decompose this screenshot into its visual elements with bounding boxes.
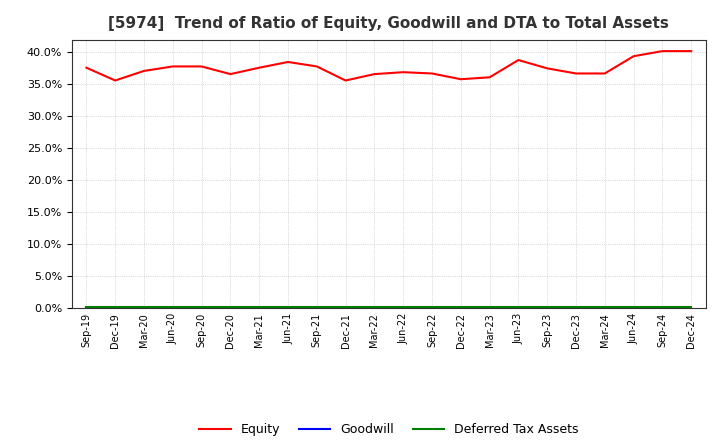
Deferred Tax Assets (687, 304, 696, 309)
Goodwill (197, 305, 206, 311)
Deferred Tax Assets (111, 304, 120, 309)
Equity (140, 68, 148, 73)
Equity (629, 54, 638, 59)
Legend: Equity, Goodwill, Deferred Tax Assets: Equity, Goodwill, Deferred Tax Assets (194, 418, 583, 440)
Deferred Tax Assets (284, 304, 292, 309)
Equity (197, 64, 206, 69)
Goodwill (226, 305, 235, 311)
Equity (341, 78, 350, 83)
Deferred Tax Assets (341, 304, 350, 309)
Deferred Tax Assets (629, 304, 638, 309)
Goodwill (687, 305, 696, 311)
Equity (255, 65, 264, 70)
Goodwill (629, 305, 638, 311)
Deferred Tax Assets (514, 304, 523, 309)
Equity (572, 71, 580, 76)
Equity (370, 71, 379, 77)
Equity (226, 71, 235, 77)
Goodwill (572, 305, 580, 311)
Deferred Tax Assets (399, 304, 408, 309)
Goodwill (284, 305, 292, 311)
Deferred Tax Assets (226, 304, 235, 309)
Goodwill (514, 305, 523, 311)
Deferred Tax Assets (140, 304, 148, 309)
Deferred Tax Assets (82, 304, 91, 309)
Goodwill (82, 305, 91, 311)
Goodwill (658, 305, 667, 311)
Goodwill (543, 305, 552, 311)
Goodwill (485, 305, 494, 311)
Deferred Tax Assets (168, 304, 177, 309)
Goodwill (399, 305, 408, 311)
Deferred Tax Assets (428, 304, 436, 309)
Deferred Tax Assets (600, 304, 609, 309)
Equity (284, 59, 292, 65)
Goodwill (140, 305, 148, 311)
Deferred Tax Assets (312, 304, 321, 309)
Deferred Tax Assets (572, 304, 580, 309)
Deferred Tax Assets (543, 304, 552, 309)
Deferred Tax Assets (370, 304, 379, 309)
Equity (312, 64, 321, 69)
Equity (168, 64, 177, 69)
Goodwill (428, 305, 436, 311)
Title: [5974]  Trend of Ratio of Equity, Goodwill and DTA to Total Assets: [5974] Trend of Ratio of Equity, Goodwil… (109, 16, 669, 32)
Goodwill (111, 305, 120, 311)
Equity (514, 57, 523, 62)
Goodwill (341, 305, 350, 311)
Goodwill (312, 305, 321, 311)
Goodwill (168, 305, 177, 311)
Deferred Tax Assets (197, 304, 206, 309)
Deferred Tax Assets (456, 304, 465, 309)
Equity (428, 71, 436, 76)
Equity (543, 66, 552, 71)
Goodwill (370, 305, 379, 311)
Equity (485, 75, 494, 80)
Goodwill (255, 305, 264, 311)
Equity (111, 78, 120, 83)
Deferred Tax Assets (485, 304, 494, 309)
Deferred Tax Assets (255, 304, 264, 309)
Equity (82, 65, 91, 70)
Line: Equity: Equity (86, 51, 691, 81)
Deferred Tax Assets (658, 304, 667, 309)
Goodwill (600, 305, 609, 311)
Goodwill (456, 305, 465, 311)
Equity (687, 48, 696, 54)
Equity (600, 71, 609, 76)
Equity (658, 48, 667, 54)
Equity (399, 70, 408, 75)
Equity (456, 77, 465, 82)
